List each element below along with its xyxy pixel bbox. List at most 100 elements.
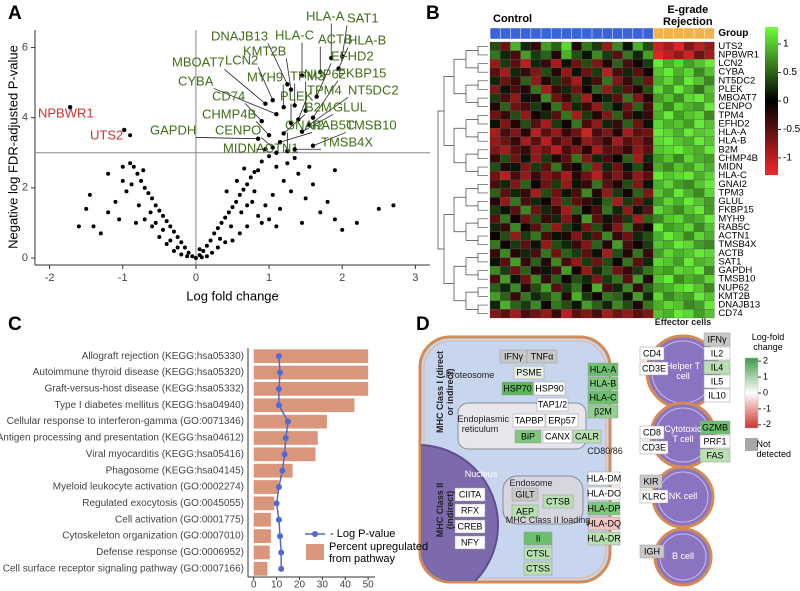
label-connector <box>316 63 332 97</box>
gene-box <box>587 516 621 531</box>
heat-cell <box>612 76 623 86</box>
heat-cell <box>683 171 695 181</box>
heat-cell <box>551 67 562 77</box>
heat-cell <box>591 222 603 232</box>
point <box>223 215 228 220</box>
heat-cell <box>632 153 644 163</box>
heat-cell <box>581 59 593 69</box>
heat-cell <box>673 128 684 138</box>
diagram-label: NK cell <box>668 491 698 502</box>
heat-cell <box>551 300 562 310</box>
heat-cell <box>642 119 654 129</box>
gene-box <box>699 434 731 449</box>
heat-cell <box>622 197 633 207</box>
point <box>76 224 81 229</box>
heat-cell <box>612 50 623 60</box>
point <box>117 217 122 222</box>
point <box>292 156 297 161</box>
point <box>241 187 246 192</box>
point <box>229 224 234 229</box>
heat-cell <box>571 110 582 120</box>
gene-label: HLA-B <box>590 378 617 388</box>
heat-cell <box>642 50 654 60</box>
heat-cell <box>520 231 531 241</box>
heat-cell <box>693 222 705 232</box>
heat-cell <box>530 257 542 267</box>
point-label: EFHD2 <box>331 48 374 63</box>
heat-cell <box>530 309 542 319</box>
legend-tick-label: 2 <box>763 356 768 366</box>
heat-cell <box>489 153 501 163</box>
heat-cell <box>540 41 552 51</box>
point <box>267 154 272 159</box>
heat-cell <box>540 59 552 69</box>
heat-cell <box>704 41 715 51</box>
heat-cell <box>571 136 582 146</box>
point <box>164 219 169 224</box>
heat-cell <box>530 240 542 250</box>
heat-cell <box>520 257 531 267</box>
heat-cell <box>602 179 613 189</box>
labeled-point <box>263 147 268 152</box>
heat-cell <box>602 231 613 241</box>
heat-cell <box>673 67 684 77</box>
point <box>332 168 337 173</box>
heat-cell <box>530 153 542 163</box>
heat-cell <box>612 171 623 181</box>
heat-cell <box>704 136 715 146</box>
diagram-label: MHC Class II (indirect) <box>435 482 455 538</box>
heat-cell <box>571 248 582 258</box>
dendrogram-branch <box>477 97 488 108</box>
heat-cell <box>561 300 572 310</box>
heat-cell <box>489 102 501 112</box>
gene-label: CD3E <box>642 442 666 452</box>
heat-cell <box>693 291 705 301</box>
point <box>171 229 176 234</box>
heat-cell <box>632 274 644 284</box>
heat-cell <box>642 162 654 172</box>
heat-cell <box>591 128 603 138</box>
heat-cell <box>683 93 695 103</box>
heat-cell <box>520 136 531 146</box>
heat-cell <box>571 179 582 189</box>
heat-cell <box>540 309 552 319</box>
heat-cell <box>520 197 531 207</box>
heat-cell <box>642 248 654 258</box>
point <box>224 189 229 194</box>
heat-cell <box>591 59 603 69</box>
heat-cell <box>683 128 695 138</box>
gene-box <box>587 531 621 546</box>
heat-cell <box>704 162 715 172</box>
point <box>113 199 118 204</box>
row-label: CD74 <box>718 308 742 319</box>
heat-cell <box>540 283 552 293</box>
heat-cell <box>530 59 542 69</box>
heat-cell <box>673 205 684 215</box>
heat-cell <box>663 300 674 310</box>
heat-cell <box>622 153 633 163</box>
point <box>142 185 147 190</box>
heat-cell <box>632 110 644 120</box>
gene-box <box>523 531 553 546</box>
heat-cell <box>612 214 623 224</box>
point-label: MIDN <box>223 140 256 155</box>
gene-box <box>639 346 665 361</box>
legend-point <box>312 531 318 537</box>
heat-cell <box>510 145 521 155</box>
gene-box <box>703 374 731 389</box>
heat-cell <box>520 222 531 232</box>
bar <box>253 512 271 527</box>
heat-cell <box>693 188 705 198</box>
x-tick-label: 2 <box>339 272 345 284</box>
labeled-point <box>314 94 319 99</box>
heat-cell <box>510 93 521 103</box>
bar <box>253 382 369 396</box>
heat-cell <box>530 222 542 232</box>
point <box>146 191 151 196</box>
heat-cell <box>571 59 582 69</box>
heat-cell <box>591 205 603 215</box>
heat-cell <box>540 136 552 146</box>
dendrogram-branch <box>465 222 478 241</box>
dendrogram-branch <box>477 132 488 142</box>
heat-cell <box>653 257 664 267</box>
